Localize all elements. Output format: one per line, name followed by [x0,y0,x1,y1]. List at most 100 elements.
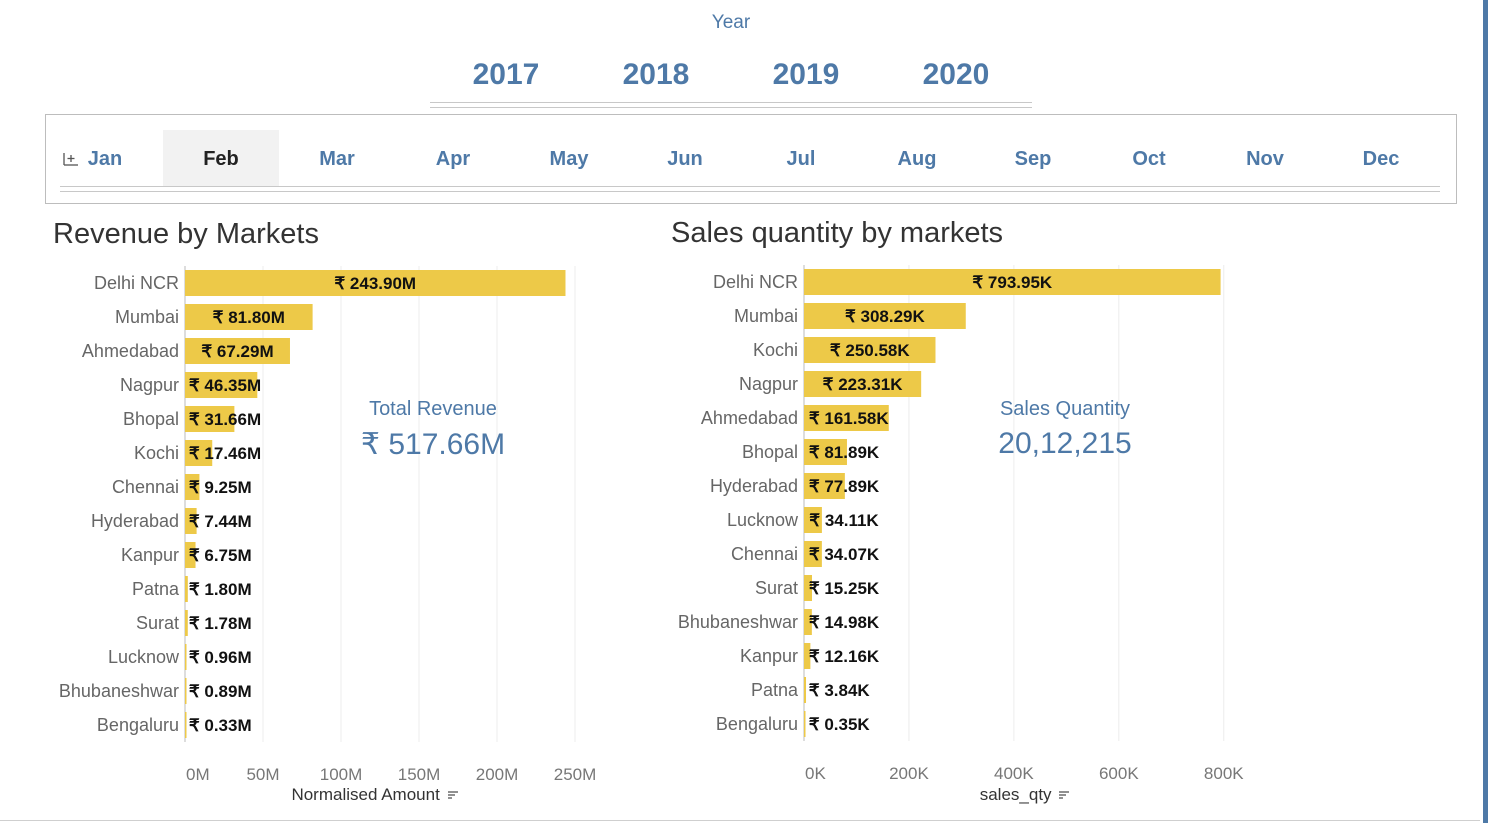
vertical-scrollbar[interactable] [1483,0,1488,823]
bar-patna[interactable] [804,677,807,703]
month-button-oct[interactable]: Oct [1132,148,1166,170]
data-label: ₹ 34.07K [809,545,880,564]
tick-label: 800K [1204,764,1244,780]
year-button-2020[interactable]: 2020 [922,58,990,91]
month-button-mar[interactable]: Mar [319,148,355,170]
tick-label: 100M [320,765,363,780]
data-label: ₹ 77.89K [809,477,880,496]
year-filter-label: Year [711,12,751,33]
data-label: ₹ 0.35K [809,715,871,734]
bar-ahmedabad[interactable] [804,405,889,431]
data-label: ₹ 0.96M [189,648,252,667]
bar-nagpur[interactable] [804,371,922,397]
month-filter-divider [60,191,1440,192]
data-label: ₹ 14.98K [809,613,880,632]
sort-descending-icon[interactable] [1058,790,1070,800]
tick-label: 0K [805,764,826,780]
bar-chennai[interactable] [185,474,200,500]
bottom-border [0,820,1480,821]
data-label: ₹ 17.46M [189,444,261,463]
bar-bhubaneshwar[interactable] [804,609,812,635]
category-label: Ahmedabad [82,341,179,361]
category-label: Lucknow [108,647,180,667]
data-label: ₹ 0.89M [189,682,252,701]
year-button-2018[interactable]: 2018 [622,58,690,91]
month-button-aug[interactable]: Aug [897,148,937,170]
sales-chart-title: Sales quantity by markets [671,217,1004,249]
month-button-jun[interactable]: Jun [667,148,703,170]
bar-kochi[interactable] [804,337,936,363]
bar-delhi-ncr[interactable] [804,269,1221,295]
sales-quantity-label: Sales Quantity [999,398,1131,420]
total-revenue-label: Total Revenue [369,398,497,420]
bar-lucknow[interactable] [185,644,187,670]
total-revenue-value: ₹ 517.66M [360,428,506,461]
month-button-jan[interactable]: Jan [87,148,123,170]
bar-bengaluru[interactable] [804,711,806,737]
bar-surat[interactable] [185,610,188,636]
data-label: ₹ 12.16K [809,647,880,666]
bar-delhi-ncr[interactable] [185,270,566,296]
bar-surat[interactable] [804,575,813,601]
sales-axis-title: sales_qty [910,785,1140,805]
bar-hyderabad[interactable] [185,508,197,534]
category-label: Kanpur [740,646,798,666]
category-label: Kochi [753,340,798,360]
bar-kochi[interactable] [185,440,213,466]
category-label: Nagpur [120,375,179,395]
bar-kanpur[interactable] [185,542,196,568]
revenue-axis-title: Normalised Amount [260,785,490,805]
tick-label: 250M [554,765,597,780]
data-label: ₹ 81.80M [213,308,285,327]
bar-mumbai[interactable] [185,304,313,330]
category-label: Mumbai [734,306,798,326]
sales-quantity-value: 20,12,215 [998,427,1132,460]
year-button-2019[interactable]: 2019 [772,58,840,91]
data-label: ₹ 31.66M [189,410,261,429]
data-label: ₹ 1.80M [189,580,252,599]
revenue-axis-title-text: Normalised Amount [291,785,440,804]
data-label: ₹ 3.84K [809,681,871,700]
month-button-dec[interactable]: Dec [1362,148,1400,170]
tick-label: 200K [889,764,929,780]
year-filter-divider [430,107,1032,108]
category-label: Bhubaneshwar [678,612,798,632]
data-label: ₹ 0.33M [189,716,252,735]
bar-bhopal[interactable] [804,439,847,465]
bar-patna[interactable] [185,576,188,602]
year-filter-divider [430,102,1032,103]
bar-ahmedabad[interactable] [185,338,290,364]
category-label: Nagpur [739,374,798,394]
month-button-nov[interactable]: Nov [1246,148,1284,170]
bar-chennai[interactable] [804,541,822,567]
month-button-apr[interactable]: Apr [435,148,471,170]
tick-label: 600K [1099,764,1139,780]
month-button-feb[interactable]: Feb [163,130,279,186]
tick-label: 400K [994,764,1034,780]
month-filter-container [45,114,1457,204]
month-button-sep[interactable]: Sep [1014,148,1052,170]
month-button-may[interactable]: May [549,148,589,170]
bar-kanpur[interactable] [804,643,811,669]
bar-bhopal[interactable] [185,406,235,432]
bar-bengaluru[interactable] [185,712,187,738]
bar-hyderabad[interactable] [804,473,845,499]
year-button-2017[interactable]: 2017 [472,58,540,91]
data-label: ₹ 161.58K [809,409,890,428]
bar-mumbai[interactable] [804,303,966,329]
revenue-bar-chart: Delhi NCR ₹ 243.90M Mumbai ₹ 81.80M Ahmedaba… [59,266,597,780]
data-label: ₹ 46.35M [189,376,261,395]
category-label: Bengaluru [97,715,179,735]
bar-lucknow[interactable] [804,507,822,533]
bar-nagpur[interactable] [185,372,258,398]
sort-descending-icon[interactable] [447,790,459,800]
sales-bar-chart: Delhi NCR ₹ 793.95K Mumbai ₹ 308.29K Kochi ₹ … [678,265,1244,780]
data-label: ₹ 250.58K [830,341,911,360]
month-button-jul[interactable]: Jul [786,148,816,170]
bar-bhubaneshwar[interactable] [185,678,187,704]
plus-box-icon[interactable] [63,152,79,166]
category-label: Kanpur [121,545,179,565]
data-label: ₹ 81.89K [809,443,880,462]
data-label: ₹ 243.90M [334,274,416,293]
category-label: Bhubaneshwar [59,681,179,701]
